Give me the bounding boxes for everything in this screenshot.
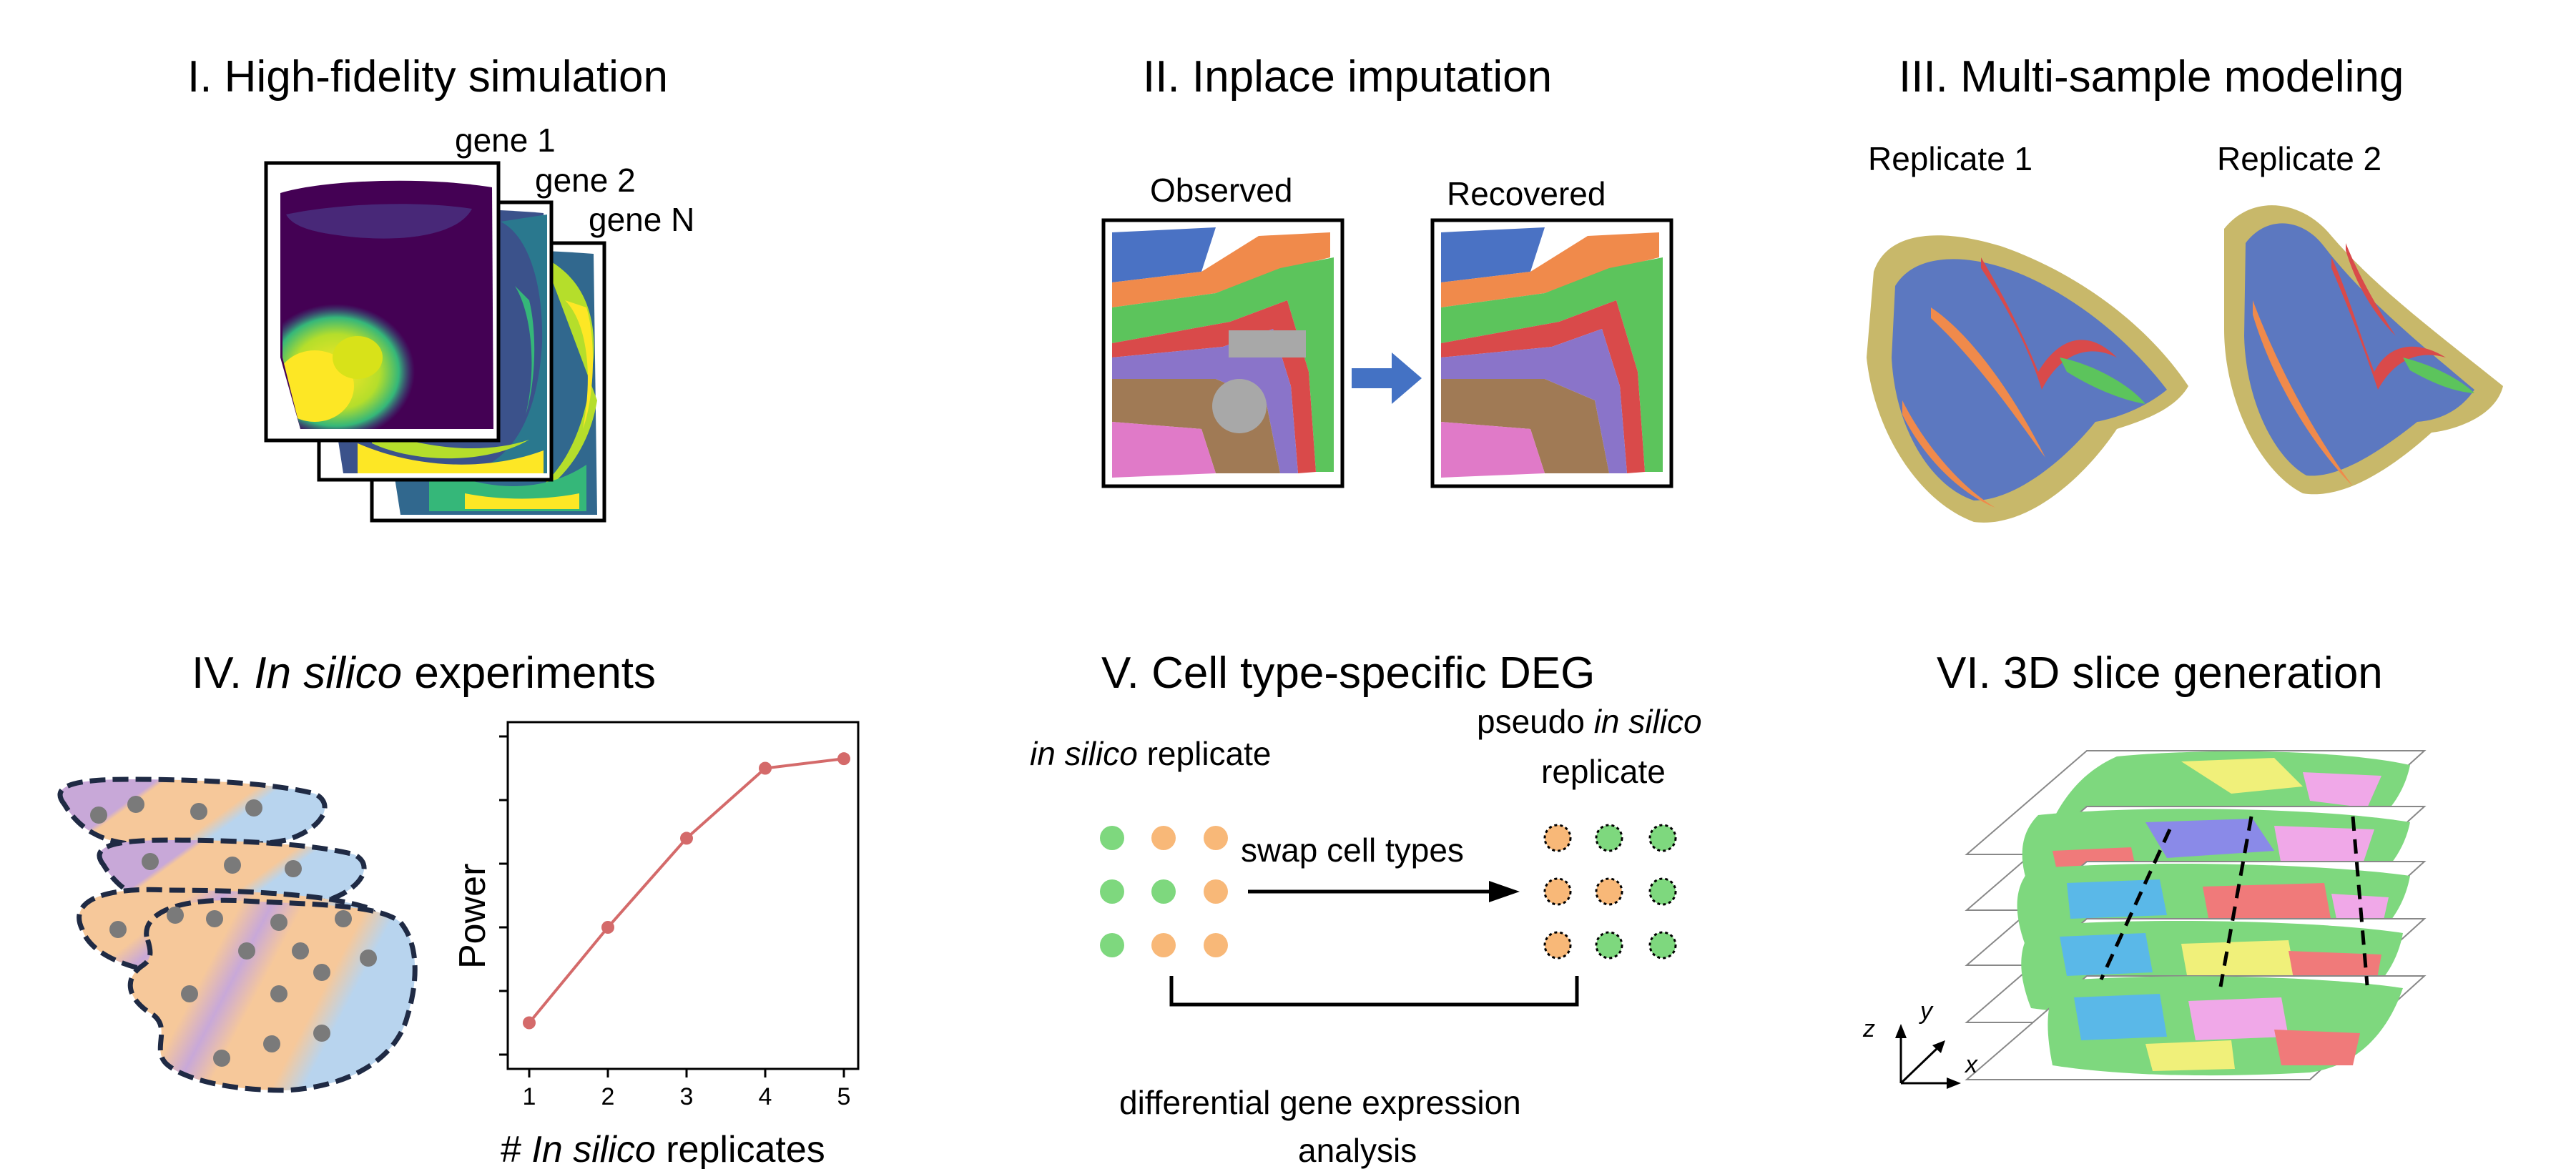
x-tick-label: 3	[680, 1083, 694, 1110]
recovered-tissue	[1430, 218, 1673, 488]
power-line	[528, 757, 845, 1024]
power-point	[523, 1016, 536, 1030]
panel-1-title: I. High-fidelity simulation	[187, 52, 668, 102]
observed-missing-circle	[1212, 379, 1267, 433]
x-tick-label: 2	[601, 1083, 615, 1110]
panel-multi-sample-modeling: III. Multi-sample modeling Replicate 1 R…	[1867, 52, 2503, 523]
tissue-replicate-stack	[57, 776, 418, 1093]
x-tick-label: 5	[837, 1083, 851, 1110]
panel-3d-slice-generation: VI. 3D slice generation	[1862, 648, 2427, 1089]
chart-frame	[506, 721, 860, 1070]
power-point	[680, 832, 693, 845]
comparison-bracket	[1169, 976, 1579, 1007]
deg-analysis-line1: differential gene expression	[1119, 1084, 1521, 1121]
xyz-axes: z y x	[1862, 997, 1978, 1089]
observed-label: Observed	[1150, 172, 1292, 209]
panel-in-silico-experiments: IV. In silico experiments 1 2 3 4 5 Power	[57, 648, 860, 1169]
replicate-1-label: Replicate 1	[1868, 140, 2032, 177]
gene-layer-1	[264, 161, 501, 443]
panel-high-fidelity-simulation: I. High-fidelity simulation gene N gene …	[187, 52, 694, 523]
power-point	[601, 921, 614, 934]
pseudo-replicate-dots	[1543, 824, 1677, 960]
axis-z-label: z	[1862, 1015, 1875, 1042]
panel-3-title: III. Multi-sample modeling	[1899, 52, 2404, 102]
imputation-arrow	[1352, 352, 1422, 404]
replicate-2-tissue	[2224, 205, 2503, 495]
panel-5-title: V. Cell type-specific DEG	[1101, 648, 1595, 698]
chart-x-label: # In silico replicates	[501, 1129, 825, 1169]
replicate-1-tissue	[1867, 235, 2188, 523]
pseudo-replicate-label-line2: replicate	[1541, 753, 1666, 790]
panel-cell-type-deg: V. Cell type-specific DEG in silico repl…	[1030, 648, 1702, 1169]
gene-layer-2-label: gene 2	[535, 162, 636, 199]
gene-layer-1-label: gene 1	[455, 122, 556, 159]
x-tick-label: 1	[523, 1083, 536, 1110]
swap-cell-types-label: swap cell types	[1241, 832, 1464, 869]
power-points	[523, 752, 850, 1030]
chart-y-ticks	[499, 735, 508, 1056]
axis-x-label: x	[1964, 1051, 1978, 1078]
tissue-spots	[90, 796, 377, 1067]
panel-inplace-imputation: II. Inplace imputation Observed Recovere…	[1101, 52, 1673, 488]
swap-arrow	[1248, 881, 1520, 902]
axis-y-label: y	[1919, 997, 1934, 1025]
observed-tissue	[1101, 218, 1344, 488]
power-point	[837, 752, 850, 766]
replicate-2-label: Replicate 2	[2217, 140, 2381, 177]
gene-layer-n-label: gene N	[589, 201, 694, 238]
panel-6-title: VI. 3D slice generation	[1937, 648, 2383, 698]
chart-x-ticks: 1 2 3 4 5	[523, 1069, 851, 1110]
in-silico-replicate-label: in silico replicate	[1030, 735, 1271, 772]
pseudo-replicate-label-line1: pseudo in silico	[1477, 703, 1702, 740]
observed-missing-rectangle	[1229, 330, 1306, 357]
slice-stack	[1965, 750, 2427, 1080]
chart-y-label: Power	[452, 864, 493, 969]
power-point	[759, 761, 772, 775]
panel-4-title: IV. In silico experiments	[192, 648, 656, 698]
power-chart: 1 2 3 4 5 Power # In silico replicates	[452, 721, 860, 1169]
in-silico-replicate-dots	[1100, 826, 1228, 957]
panel-2-title: II. Inplace imputation	[1143, 52, 1552, 102]
deg-analysis-line2: analysis	[1298, 1132, 1417, 1169]
recovered-label: Recovered	[1447, 175, 1606, 212]
x-tick-label: 4	[759, 1083, 772, 1110]
